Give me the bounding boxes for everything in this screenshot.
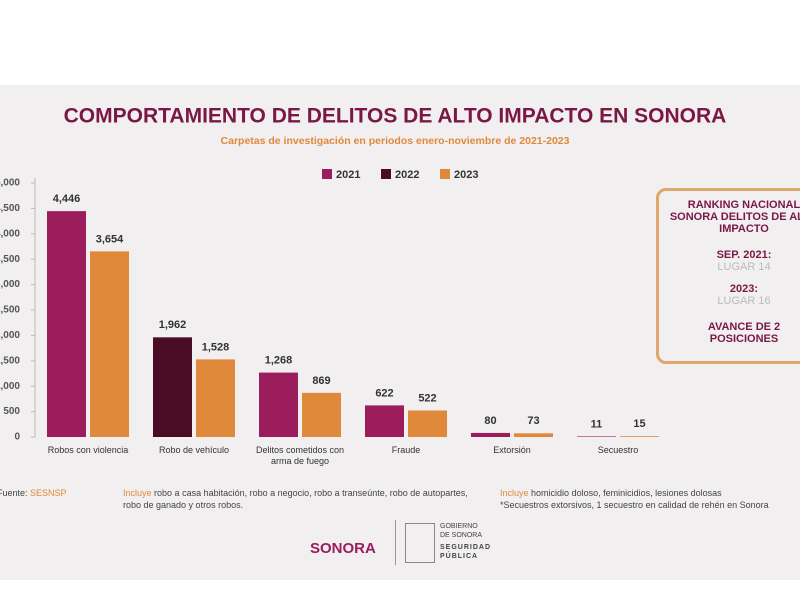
bar bbox=[514, 433, 553, 437]
x-tick-label: Fraude bbox=[391, 445, 421, 455]
ranking-label: 2023: bbox=[729, 283, 759, 295]
bar bbox=[196, 359, 235, 437]
bar bbox=[302, 392, 341, 437]
value-label: 622 bbox=[375, 387, 393, 399]
logo-text: SEGURIDAD PÚBLICA bbox=[440, 544, 492, 560]
ranking-title: RANKING NACIONAL SONORA DELITOS DE ALTO … bbox=[669, 199, 800, 235]
y-tick-label: 4,000 bbox=[0, 228, 20, 239]
y-tick-label: 3,500 bbox=[0, 254, 20, 265]
x-tick-label: Extorsión bbox=[493, 445, 531, 455]
bar bbox=[153, 337, 192, 437]
legend-label: 2021 bbox=[336, 169, 360, 181]
bar bbox=[47, 211, 86, 437]
legend-label: 2022 bbox=[395, 169, 419, 181]
logo-emblem bbox=[405, 523, 435, 563]
value-label: 869 bbox=[312, 375, 330, 387]
note-lead: Incluye bbox=[123, 488, 152, 498]
y-tick-label: 2,000 bbox=[0, 330, 20, 341]
value-label: 15 bbox=[633, 418, 645, 430]
logo-text: GOBIERNO DE SONORA bbox=[440, 523, 483, 539]
divider bbox=[395, 520, 396, 565]
bar bbox=[90, 251, 129, 437]
value-label: 11 bbox=[591, 418, 603, 430]
legend-swatch bbox=[440, 169, 450, 179]
x-tick-label: Robos con violencia bbox=[47, 445, 129, 455]
note-text: robo a casa habitación, robo a negocio, … bbox=[123, 488, 468, 510]
y-tick-label: 5,000 bbox=[0, 178, 20, 189]
note-lead: Incluye bbox=[500, 488, 529, 498]
value-label: 1,528 bbox=[202, 341, 230, 353]
bar bbox=[577, 436, 616, 437]
y-tick-label: 2,500 bbox=[0, 305, 20, 316]
value-label: 73 bbox=[527, 415, 539, 427]
ranking-summary: AVANCE DE 2 POSICIONES bbox=[707, 321, 781, 345]
note: Incluye homicidio doloso, feminicidios, … bbox=[500, 487, 800, 511]
x-tick-label: Delitos cometidos con arma de fuego bbox=[255, 445, 345, 466]
note-text: homicidio doloso, feminicidios, lesiones… bbox=[531, 488, 722, 498]
bar bbox=[471, 432, 510, 437]
y-tick-label: 500 bbox=[3, 406, 20, 417]
y-tick-label: 1,000 bbox=[0, 381, 20, 392]
note-text: *Secuestros extorsivos, 1 secuestro en c… bbox=[500, 500, 769, 510]
legend-swatch bbox=[322, 169, 332, 179]
bar bbox=[259, 372, 298, 437]
value-label: 3,654 bbox=[96, 233, 124, 245]
legend-swatch bbox=[381, 169, 391, 179]
x-tick-label: Robo de vehículo bbox=[158, 445, 230, 455]
panel bbox=[0, 85, 800, 580]
y-tick-label: 1,500 bbox=[0, 355, 20, 366]
source-value: SESNSP bbox=[30, 488, 67, 498]
x-tick-label: Secuestro bbox=[597, 445, 639, 455]
bar bbox=[365, 405, 404, 437]
bar bbox=[408, 410, 447, 437]
chart-subtitle: Carpetas de investigación en periodos en… bbox=[221, 135, 570, 147]
ranking-value: LUGAR 16 bbox=[717, 295, 771, 307]
ranking-label: SEP. 2021: bbox=[716, 249, 772, 261]
ranking-value: LUGAR 14 bbox=[717, 261, 771, 273]
note: Incluye robo a casa habitación, robo a n… bbox=[123, 487, 473, 511]
value-label: 522 bbox=[418, 392, 436, 404]
y-tick-label: 0 bbox=[14, 432, 20, 443]
source: Fuente: SESNSP bbox=[0, 487, 67, 499]
ranking-box: RANKING NACIONAL SONORA DELITOS DE ALTO … bbox=[656, 188, 800, 364]
bar bbox=[620, 436, 659, 437]
y-tick-label: 3,000 bbox=[0, 279, 20, 290]
y-tick-label: 4,500 bbox=[0, 203, 20, 214]
value-label: 1,962 bbox=[159, 319, 187, 331]
value-label: 1,268 bbox=[265, 354, 293, 366]
value-label: 80 bbox=[484, 415, 496, 427]
logo-text: SONORA bbox=[310, 540, 376, 557]
legend-label: 2023 bbox=[454, 169, 478, 181]
chart-title: COMPORTAMIENTO DE DELITOS DE ALTO IMPACT… bbox=[64, 105, 727, 128]
source-label: Fuente: bbox=[0, 488, 28, 498]
value-label: 4,446 bbox=[53, 193, 81, 205]
